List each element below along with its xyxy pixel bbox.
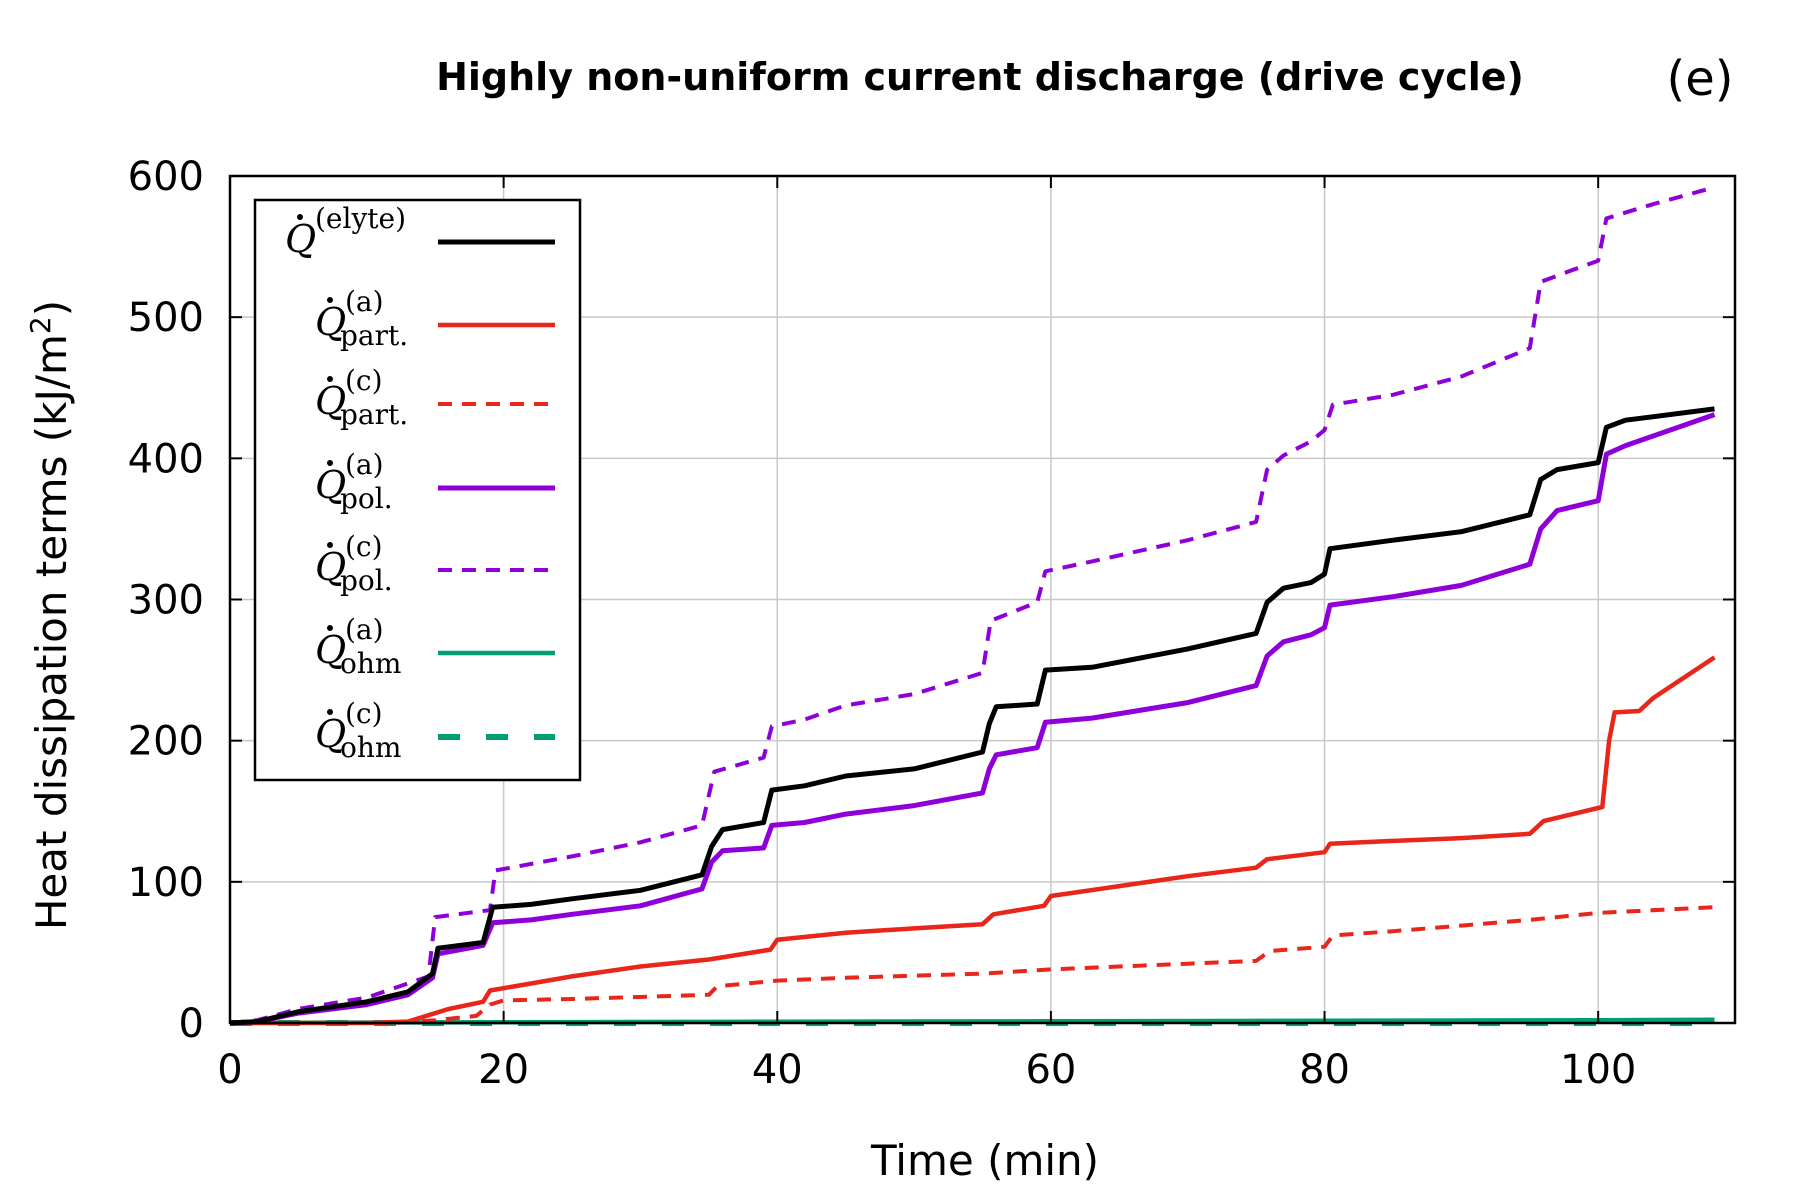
legend-dot [327, 625, 333, 631]
axis-ticks [229, 175, 1735, 1024]
panel-label: (e) [1667, 51, 1734, 107]
legend-sub: part. [340, 398, 408, 431]
legend-dot [327, 376, 333, 382]
x-tick-label: 40 [752, 1047, 803, 1093]
legend-entry-6: Q(c)ohm [315, 697, 555, 764]
y-tick-label: 600 [128, 154, 204, 200]
legend-dot [297, 214, 303, 220]
legend-symbol: Q [285, 217, 316, 261]
y-tick-label: 300 [128, 578, 204, 624]
chart-title: Highly non-uniform current discharge (dr… [436, 55, 1524, 99]
legend-sub: pol. [340, 482, 393, 515]
series-line-1 [230, 655, 1716, 1026]
legend-symbol: Q [315, 379, 346, 423]
legend: Q(elyte)Q(a)part.Q(c)part.Q(a)pol.Q(c)po… [253, 198, 582, 782]
tick-labels: 0 20 40 60 80 100 0 100 200 300 400 500 600 [128, 154, 1637, 1093]
y-axis-title-sup: 2 [24, 316, 57, 334]
series-line-3 [229, 412, 1716, 1026]
y-tick-label: 0 [179, 1001, 204, 1047]
legend-entry-5: Q(a)ohm [315, 613, 555, 680]
legend-dot [327, 460, 333, 466]
legend-sup: (a) [345, 285, 384, 318]
y-axis-title-base: Heat dissipation terms (kJ/m [27, 334, 76, 930]
legend-symbol: Q [315, 712, 346, 756]
legend-symbol: Q [315, 463, 346, 507]
legend-symbol: Q [315, 300, 346, 344]
series-line-0 [229, 406, 1715, 1026]
y-tick-label: 200 [128, 719, 204, 765]
y-axis-title: Heat dissipation terms (kJ/m2) [24, 300, 77, 930]
legend-entry-2: Q(c)part. [315, 364, 555, 431]
legend-entry-1: Q(a)part. [315, 285, 555, 352]
x-tick-label: 100 [1560, 1047, 1636, 1093]
legend-entry-4: Q(c)pol. [315, 530, 555, 597]
legend-entry-3: Q(a)pol. [315, 448, 555, 515]
legend-dot [327, 542, 333, 548]
legend-sup: (c) [345, 697, 383, 730]
x-tick-label: 80 [1299, 1047, 1350, 1093]
legend-symbol: Q [315, 545, 346, 589]
y-tick-label: 400 [128, 436, 204, 482]
x-tick-label: 20 [478, 1047, 529, 1093]
x-axis-title: Time (min) [870, 1136, 1099, 1185]
y-axis-title-end: ) [27, 300, 76, 316]
series-line-2 [230, 905, 1715, 1025]
legend-sup: (a) [345, 613, 384, 646]
legend-sub: ohm [340, 647, 401, 680]
y-tick-label: 100 [128, 860, 204, 906]
y-tick-label: 500 [128, 295, 204, 341]
legend-sup: (c) [345, 364, 383, 397]
legend-sup: (c) [345, 530, 383, 563]
legend-sub: part. [340, 319, 408, 352]
legend-sup: (a) [345, 448, 384, 481]
legend-dot [327, 297, 333, 303]
x-tick-label: 0 [217, 1047, 242, 1093]
legend-sub: ohm [340, 731, 401, 764]
x-tick-label: 60 [1025, 1047, 1076, 1093]
legend-dot [327, 709, 333, 715]
legend-sup: (elyte) [315, 202, 406, 235]
legend-entry-0: Q(elyte) [285, 202, 555, 261]
legend-symbol: Q [315, 628, 346, 672]
legend-sub: pol. [340, 564, 393, 597]
